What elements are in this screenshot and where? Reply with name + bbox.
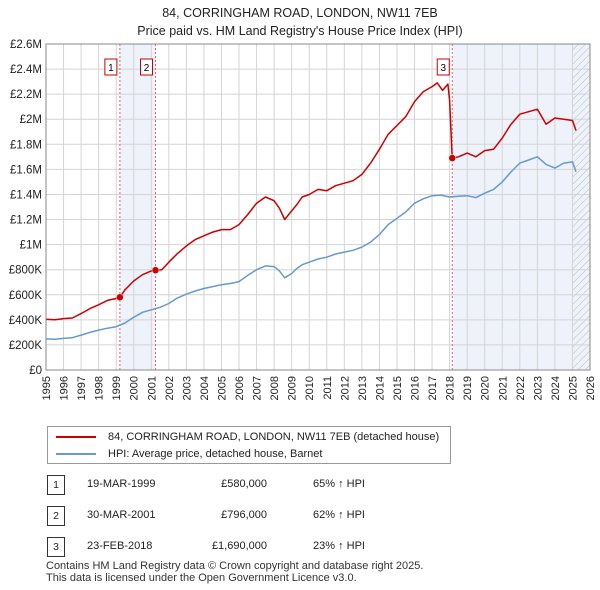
x-tick-label: 2017 <box>427 376 439 400</box>
x-tick-label: 2002 <box>164 376 176 400</box>
transaction-date: 23-FEB-2018 <box>87 540 153 552</box>
transaction-price: £796,000 <box>221 509 267 521</box>
y-tick-label: £400K <box>9 315 43 327</box>
transaction-price: £1,690,000 <box>211 540 267 552</box>
x-tick-label: 2021 <box>497 376 509 400</box>
legend-label-hpi: HPI: Average price, detached house, Barn… <box>108 448 323 460</box>
property-price-line <box>45 82 577 321</box>
price-chart: 1 2 3 £0 £200K £400K £600K £800K £1M £1.2M £1.4M £… <box>9 39 597 400</box>
x-tick-label: 2024 <box>550 376 562 400</box>
sale-label-number: 3 <box>440 63 446 74</box>
transaction-hpi-change: 65% ↑ HPI <box>313 478 365 490</box>
sale-point-marker <box>151 266 160 274</box>
x-tick-label: 2000 <box>129 376 141 400</box>
x-tick-label: 2010 <box>304 376 316 400</box>
chart-title: 84, CORRINGHAM ROAD, LONDON, NW11 7EB Pr… <box>0 4 600 40</box>
y-tick-label: £1.2M <box>10 215 42 227</box>
title-line-2: Price paid vs. HM Land Registry's House … <box>137 24 463 38</box>
y-tick-label: £800K <box>9 265 43 277</box>
sale-label-box <box>104 58 118 76</box>
transaction-number-badge: 3 <box>47 537 65 557</box>
y-tick-label: £1.6M <box>10 164 42 176</box>
x-tick-label: 2019 <box>462 376 474 400</box>
legend-item-hpi: HPI: Average price, detached house, Barn… <box>56 446 322 462</box>
x-tick-label: 2014 <box>374 376 386 400</box>
forecast-hatch-area <box>572 44 590 370</box>
x-tick-label: 2007 <box>252 376 264 400</box>
sale-label-number: 2 <box>144 63 150 74</box>
sale-point-marker <box>116 293 124 302</box>
x-tick-label: 1999 <box>111 376 123 400</box>
y-tick-label: £200K <box>9 340 43 352</box>
shaded-ownership-span <box>119 44 156 370</box>
x-tick-label: 2011 <box>322 376 334 400</box>
shaded-ownership-span <box>452 44 590 370</box>
x-tick-label: 2023 <box>532 376 544 400</box>
x-tick-label: 2015 <box>392 376 404 400</box>
transaction-price: £580,000 <box>221 478 267 490</box>
x-tick-label: 1996 <box>59 376 71 400</box>
footer-attribution: Contains HM Land Registry data © Crown c… <box>46 560 423 584</box>
x-tick-label: 2020 <box>480 376 492 400</box>
x-tick-label: 1998 <box>94 376 106 400</box>
x-tick-label: 2026 <box>585 376 597 400</box>
y-tick-label: £1M <box>20 240 42 252</box>
y-tick-label: £0 <box>29 365 42 377</box>
chart-legend: 84, CORRINGHAM ROAD, LONDON, NW11 7EB (d… <box>47 426 451 464</box>
transaction-number-badge: 2 <box>47 506 65 526</box>
x-tick-label: 2018 <box>445 376 457 400</box>
x-tick-label: 2022 <box>515 376 527 400</box>
x-tick-label: 2006 <box>234 376 246 400</box>
x-tick-label: 2001 <box>146 376 158 400</box>
title-line-1: 84, CORRINGHAM ROAD, LONDON, NW11 7EB <box>162 6 438 20</box>
y-tick-label: £600K <box>9 290 43 302</box>
x-tick-label: 2003 <box>181 376 193 400</box>
sale-point-marker <box>448 154 456 162</box>
x-tick-label: 2004 <box>199 376 211 400</box>
y-tick-label: £1.8M <box>10 139 42 151</box>
y-tick-label: £2M <box>20 114 42 126</box>
x-tick-label: 2005 <box>216 376 228 400</box>
x-tick-label: 1997 <box>76 376 88 400</box>
x-tick-label: 1995 <box>41 376 53 400</box>
sale-label-box <box>436 58 450 76</box>
footer-line-1: Contains HM Land Registry data © Crown c… <box>46 560 424 572</box>
legend-swatch-hpi <box>56 453 96 455</box>
y-tick-label: £2.2M <box>10 89 42 101</box>
transaction-hpi-change: 23% ↑ HPI <box>313 540 365 552</box>
sale-label-number: 1 <box>108 63 114 74</box>
hpi-line <box>45 156 577 341</box>
y-tick-label: £2.4M <box>10 64 42 76</box>
plot-frame <box>45 43 591 371</box>
legend-label-property: 84, CORRINGHAM ROAD, LONDON, NW11 7EB (d… <box>108 431 440 443</box>
y-tick-label: £1.4M <box>10 189 42 201</box>
transaction-date: 30-MAR-2001 <box>87 509 156 521</box>
x-tick-label: 2016 <box>410 376 422 400</box>
x-tick-label: 2012 <box>339 376 351 400</box>
legend-item-property: 84, CORRINGHAM ROAD, LONDON, NW11 7EB (d… <box>56 429 439 445</box>
x-tick-label: 2009 <box>287 376 299 400</box>
legend-swatch-property <box>56 436 96 438</box>
sale-label-box <box>140 58 154 76</box>
transaction-hpi-change: 62% ↑ HPI <box>313 509 365 521</box>
x-tick-label: 2013 <box>357 376 369 400</box>
footer-line-2: This data is licensed under the Open Gov… <box>46 572 357 584</box>
y-tick-label: £2.6M <box>10 39 42 51</box>
transaction-number-badge: 1 <box>47 475 65 495</box>
x-tick-label: 2025 <box>567 376 579 400</box>
transaction-date: 19-MAR-1999 <box>87 478 156 490</box>
x-tick-label: 2008 <box>269 376 281 400</box>
